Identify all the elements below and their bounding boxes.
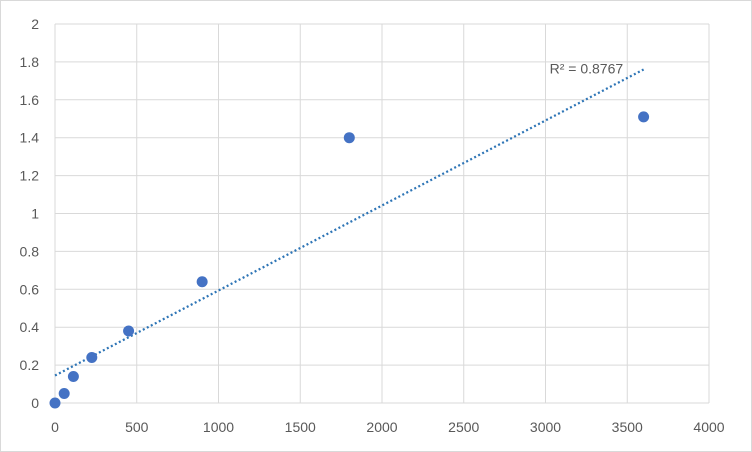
data-point — [67, 370, 79, 382]
x-tick-label: 4000 — [693, 419, 724, 435]
data-point — [343, 132, 355, 144]
y-tick-label: 2 — [31, 16, 39, 32]
x-tick-label: 2000 — [366, 419, 397, 435]
x-tick-label: 0 — [51, 419, 59, 435]
data-points — [49, 111, 650, 409]
linear-trendline — [54, 68, 645, 377]
y-tick-label: 1.8 — [20, 54, 40, 70]
x-tick-label: 3000 — [530, 419, 561, 435]
y-tick-label: 1.6 — [20, 92, 40, 108]
x-tick-label: 1000 — [203, 419, 234, 435]
y-tick-label: 1 — [31, 206, 39, 222]
y-tick-label: 1.2 — [20, 168, 40, 184]
data-point — [86, 352, 98, 364]
data-point — [123, 325, 135, 337]
data-point — [49, 397, 61, 409]
y-tick-label: 0.8 — [20, 243, 40, 259]
data-point — [58, 388, 70, 400]
x-axis-tick-labels: 0 500 1000 1500 2000 2500 3000 3500 4000 — [51, 419, 725, 435]
gridlines — [54, 23, 710, 404]
x-tick-label: 1500 — [285, 419, 316, 435]
y-tick-label: 1.4 — [20, 130, 40, 146]
x-tick-label: 2500 — [448, 419, 479, 435]
data-point — [196, 276, 208, 288]
trendline-layer — [54, 68, 645, 377]
y-tick-label: 0.6 — [20, 281, 40, 297]
data-point — [638, 111, 650, 123]
x-tick-label: 3500 — [612, 419, 643, 435]
r-squared-annotation: R² = 0.8767 — [550, 61, 624, 77]
x-tick-label: 500 — [125, 419, 149, 435]
y-tick-label: 0.2 — [20, 357, 40, 373]
y-tick-label: 0 — [31, 395, 39, 411]
y-axis-tick-labels: 0 0.2 0.4 0.6 0.8 1 1.2 1.4 1.6 1.8 2 — [20, 16, 40, 411]
y-tick-label: 0.4 — [20, 319, 40, 335]
